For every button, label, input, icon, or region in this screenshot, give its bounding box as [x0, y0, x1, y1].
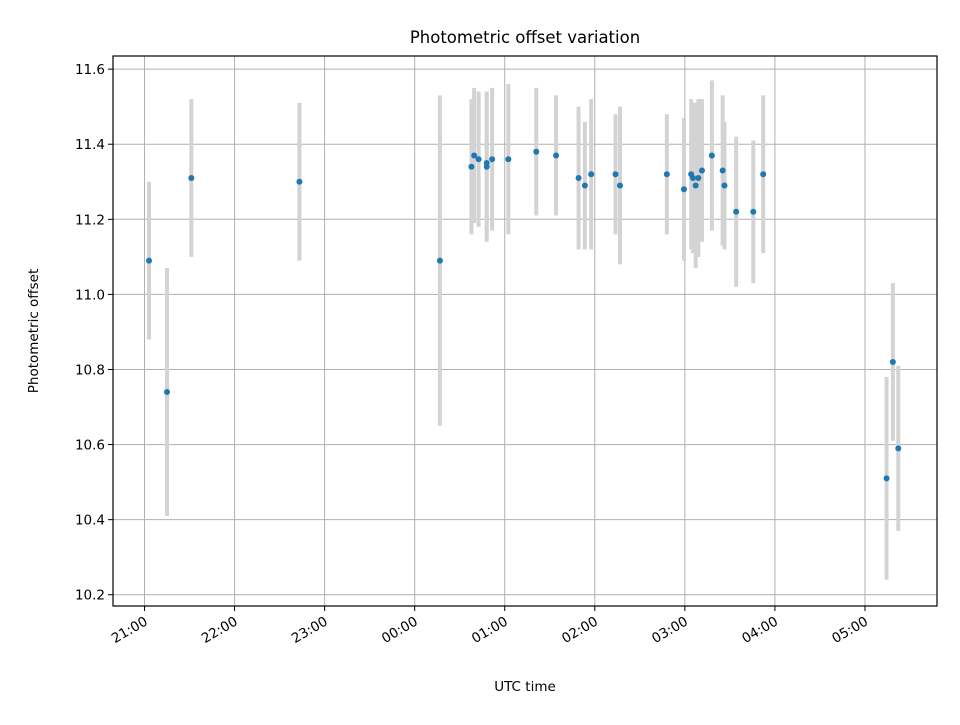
y-tick-label: 10.2: [75, 588, 105, 604]
y-tick-label: 10.8: [75, 362, 105, 378]
data-point: [483, 159, 490, 166]
y-axis-ticks: 10.2 10.4 10.6 10.8 11.0 11.2 11.4 11.6: [75, 62, 113, 604]
data-point: [889, 358, 896, 365]
data-point: [588, 171, 595, 178]
data-point: [436, 257, 443, 264]
data-point: [883, 475, 890, 482]
y-tick-label: 11.6: [75, 62, 105, 78]
y-tick-label: 10.6: [75, 438, 105, 454]
data-point: [533, 148, 540, 155]
data-point: [489, 156, 496, 163]
x-axis-label: UTC time: [494, 679, 556, 695]
chart-title: Photometric offset variation: [410, 28, 640, 47]
data-point: [680, 186, 687, 193]
data-point: [505, 156, 512, 163]
data-point: [553, 152, 560, 159]
data-point: [612, 171, 619, 178]
data-point: [695, 175, 702, 182]
data-point: [760, 171, 767, 178]
data-point: [164, 389, 171, 396]
data-point: [750, 208, 757, 215]
data-point: [895, 445, 902, 452]
data-point: [733, 208, 740, 215]
plot-background: [113, 56, 937, 606]
data-point: [188, 175, 195, 182]
data-point: [698, 167, 705, 174]
y-tick-label: 11.0: [75, 287, 105, 303]
data-point: [617, 182, 624, 189]
data-point: [146, 257, 153, 264]
data-point: [708, 152, 715, 159]
y-tick-label: 11.4: [75, 137, 105, 153]
data-point: [296, 178, 303, 185]
data-points: [146, 148, 902, 482]
data-point: [468, 163, 475, 170]
data-point: [581, 182, 588, 189]
y-tick-label: 10.4: [75, 513, 105, 529]
plot-frame: [112, 55, 938, 607]
data-point: [471, 152, 478, 159]
data-point: [689, 175, 696, 182]
data-point: [475, 156, 482, 163]
y-tick-label: 11.2: [75, 212, 105, 228]
data-point: [721, 182, 728, 189]
data-point: [719, 167, 726, 174]
data-point: [663, 171, 670, 178]
data-point: [575, 175, 582, 182]
grid-lines: [113, 56, 937, 606]
data-point: [692, 182, 699, 189]
y-axis-label: Photometric offset: [26, 269, 42, 393]
